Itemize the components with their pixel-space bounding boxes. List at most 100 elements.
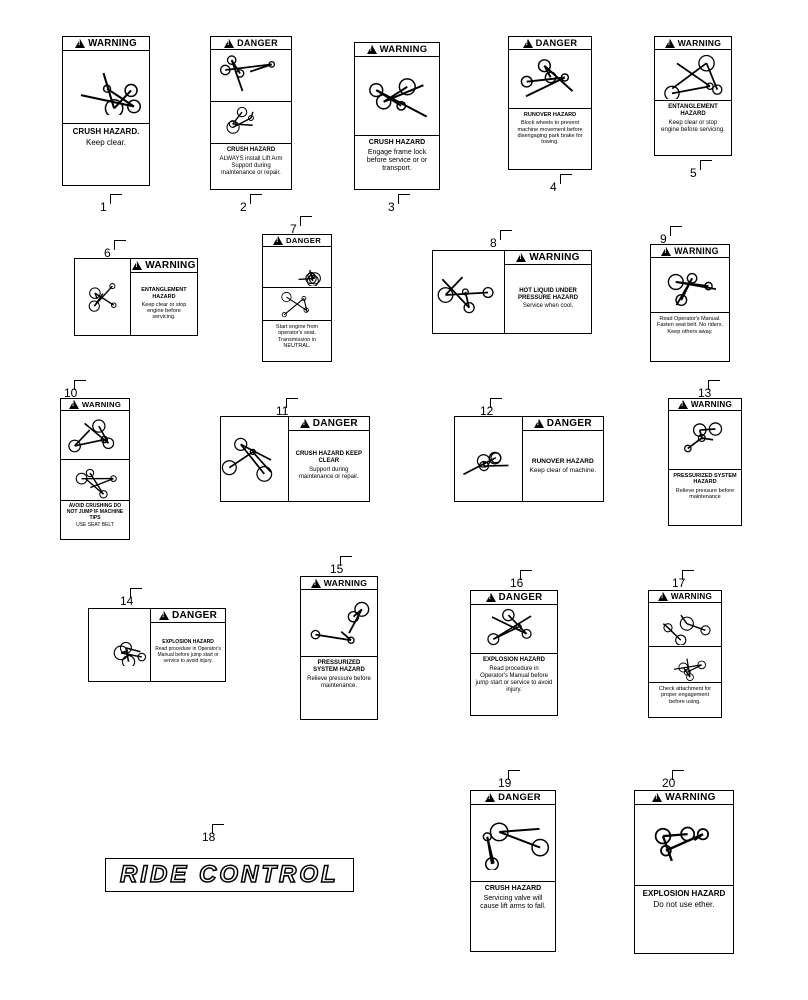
hazard-body: USE SEAT BELT <box>65 523 125 529</box>
safety-decal-2: DANGER CRUSH HAZARDALWAYS install Lift A… <box>210 36 292 190</box>
hazard-body: Engage frame lock before service or or t… <box>359 149 435 173</box>
callout-leader <box>508 770 509 780</box>
safety-decal-7: DANGER Start engine from operator's seat… <box>262 234 332 362</box>
callout-number: 17 <box>672 576 685 590</box>
signal-header: WARNING <box>635 791 733 805</box>
pictogram <box>635 805 733 886</box>
hazard-title: HOT LIQUID UNDER PRESSURE HAZARD <box>509 288 587 302</box>
hazard-title: ENTANGLEMENT HAZARD <box>135 287 193 300</box>
callout-leader <box>682 570 694 571</box>
callout-leader <box>212 824 213 834</box>
hazard-title: RUNOVER HAZARD <box>527 458 599 465</box>
hazard-body: Start engine from operator's seat. Trans… <box>267 324 327 349</box>
signal-header: DANGER <box>509 37 591 50</box>
callout-number: 19 <box>498 776 511 790</box>
hazard-body: Keep clear or stop engine before servici… <box>135 302 193 321</box>
pictogram <box>61 460 129 501</box>
decal-text: Check attachment for proper engagement b… <box>649 683 721 708</box>
callout-leader <box>130 588 131 598</box>
signal-word: DANGER <box>286 236 321 245</box>
callout-leader <box>672 770 673 780</box>
decal-text: CRUSH HAZARDALWAYS install Lift Arm Supp… <box>211 144 291 180</box>
callout-leader <box>114 240 126 241</box>
signal-word: WARNING <box>324 578 368 588</box>
callout-leader <box>700 160 712 161</box>
signal-word: WARNING <box>145 260 195 271</box>
callout-leader <box>114 240 115 250</box>
alert-icon <box>367 45 377 54</box>
signal-word: WARNING <box>529 252 579 263</box>
callout-leader <box>708 380 720 381</box>
hazard-body: Servicing valve will cause lift arms to … <box>475 895 551 911</box>
alert-icon <box>523 39 533 48</box>
alert-icon <box>486 593 496 602</box>
safety-decal-1: WARNING CRUSH HAZARD.Keep clear. <box>62 36 150 186</box>
callout-leader <box>490 398 491 408</box>
callout-number: 13 <box>698 386 711 400</box>
callout-leader <box>500 230 501 240</box>
pictogram <box>75 259 131 335</box>
hazard-body: Do not use ether. <box>639 900 729 909</box>
alert-icon <box>159 611 169 620</box>
callout-number: 3 <box>388 200 395 214</box>
decal-text: RUNOVER HAZARD Keep clear of machine. <box>523 431 603 501</box>
callout-number: 15 <box>330 562 343 576</box>
decal-text: EXPLOSION HAZARD Read procedure in Opera… <box>151 623 225 681</box>
hazard-title: EXPLOSION HAZARD <box>475 657 553 664</box>
callout-number: 12 <box>480 404 493 418</box>
signal-word: DANGER <box>547 418 592 429</box>
pictogram <box>509 50 591 109</box>
pictogram <box>471 605 557 654</box>
callout-leader <box>74 380 75 390</box>
alert-icon <box>311 579 321 588</box>
safety-decal-3: WARNING CRUSH HAZARDEngage frame lock be… <box>354 42 440 190</box>
callout-number: 10 <box>64 386 77 400</box>
hazard-body: Read procedure in Operator's Manual befo… <box>475 666 553 694</box>
callout-leader <box>398 194 399 204</box>
safety-decal-6: WARNING ENTANGLEMENT HAZARD Keep clear o… <box>74 258 198 336</box>
signal-header: WARNING <box>655 37 731 50</box>
pictogram <box>301 590 377 657</box>
signal-header: WARNING <box>669 399 741 411</box>
callout-number: 1 <box>100 200 107 214</box>
alert-icon <box>678 400 688 409</box>
decal-text: RUNOVER HAZARDBlock wheels to prevent ma… <box>509 109 591 149</box>
alert-icon <box>534 419 544 428</box>
pictogram <box>655 50 731 101</box>
callout-number: 7 <box>290 222 297 236</box>
callout-leader <box>500 230 512 231</box>
signal-header: DANGER <box>471 791 555 805</box>
safety-decal-11: DANGER CRUSH HAZARD KEEP CLEAR Support d… <box>220 416 370 502</box>
pictogram <box>433 251 505 333</box>
hazard-body: Service when cool. <box>509 303 587 310</box>
pictogram <box>263 288 331 321</box>
safety-decal-10: WARNING AVOID CRUSHING DO NOT JUMP IF MA… <box>60 398 130 540</box>
callout-number: 8 <box>490 236 497 250</box>
callout-leader <box>520 570 521 580</box>
safety-decal-20: WARNING EXPLOSION HAZARDDo not use ether… <box>634 790 734 954</box>
callout-leader <box>250 194 262 195</box>
pictogram <box>211 50 291 102</box>
alert-icon <box>658 592 668 601</box>
callout-number: 20 <box>662 776 675 790</box>
callout-number: 6 <box>104 246 111 260</box>
callout-number: 5 <box>690 166 697 180</box>
hazard-title: PRESSURIZED SYSTEM HAZARD <box>673 473 737 486</box>
callout-leader <box>490 398 502 399</box>
signal-word: DANGER <box>172 610 217 621</box>
decal-text: CRUSH HAZARDEngage frame lock before ser… <box>355 136 439 176</box>
decal-text: ENTANGLEMENT HAZARD Keep clear or stop e… <box>131 273 197 335</box>
safety-decal-12: DANGER RUNOVER HAZARD Keep clear of mach… <box>454 416 604 502</box>
pictogram <box>649 647 721 683</box>
pictogram <box>63 51 149 124</box>
callout-number: 9 <box>660 232 667 246</box>
hazard-title: CRUSH HAZARD KEEP CLEAR <box>293 451 365 465</box>
callout-leader <box>340 556 352 557</box>
signal-header: WARNING <box>301 577 377 590</box>
alert-icon <box>652 793 662 802</box>
signal-word: WARNING <box>691 400 732 409</box>
safety-decal-4: DANGER RUNOVER HAZARDBlock wheels to pre… <box>508 36 592 170</box>
hazard-title: AVOID CRUSHING DO NOT JUMP IF MACHINE TI… <box>65 504 125 521</box>
signal-word: WARNING <box>88 38 137 49</box>
callout-leader <box>340 556 341 566</box>
